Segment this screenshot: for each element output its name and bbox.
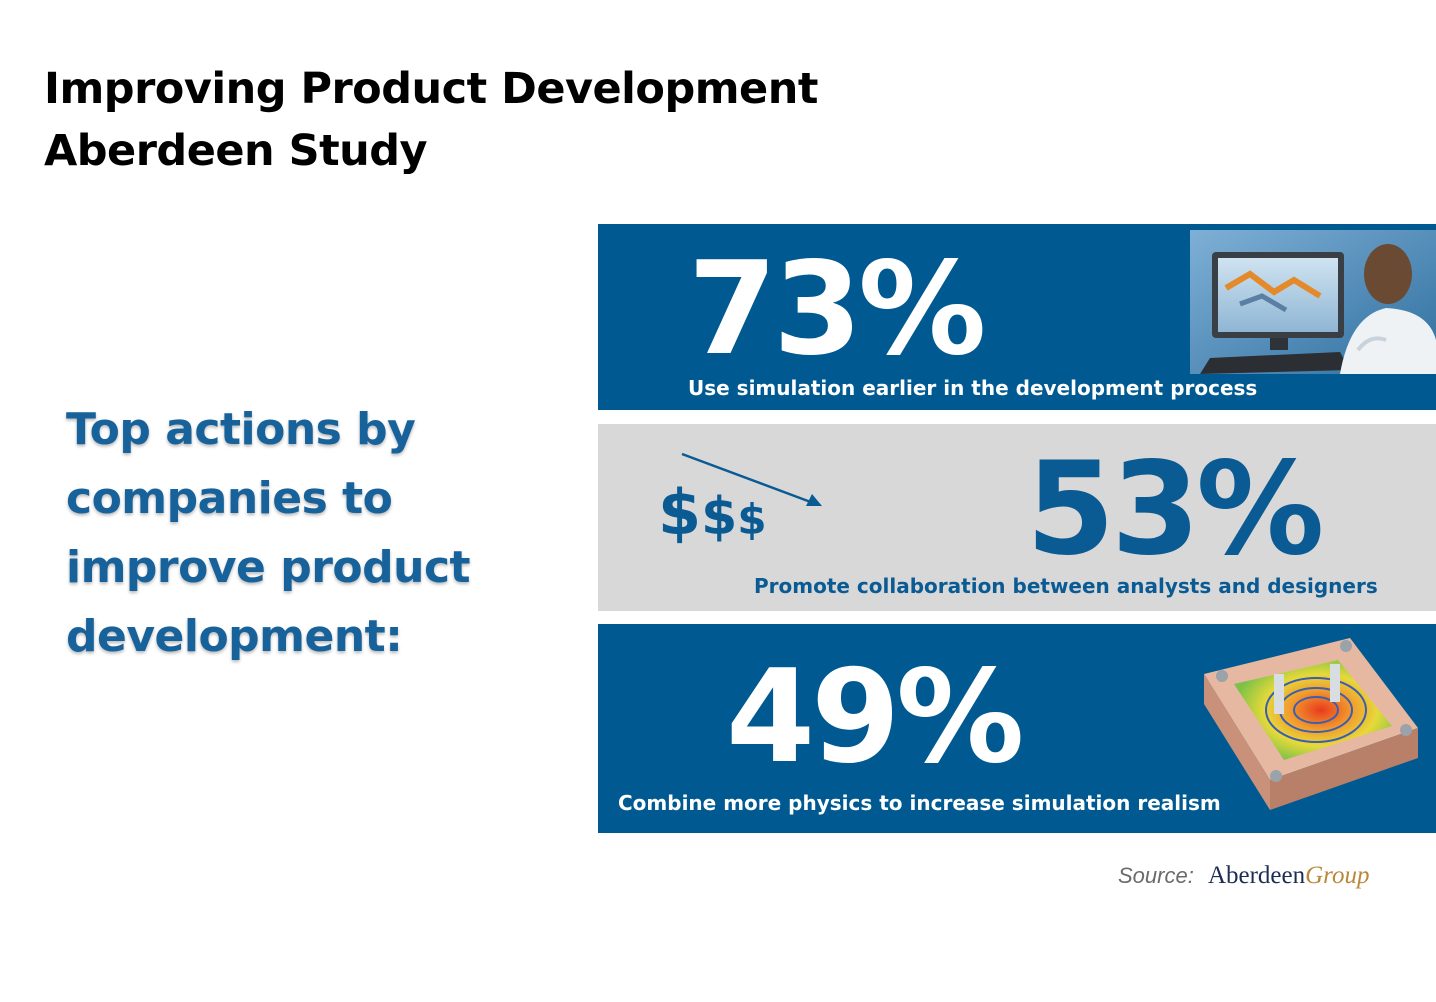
- stat-caption: Promote collaboration between analysts a…: [754, 574, 1378, 598]
- lead-line: improve product: [66, 542, 471, 593]
- lead-line: companies to: [66, 473, 393, 524]
- svg-text:$$$: $$$: [658, 476, 767, 549]
- aberdeen-group-logo: AberdeenGroup: [1208, 862, 1370, 889]
- stat-caption: Use simulation earlier in the developmen…: [688, 376, 1258, 400]
- decreasing-cost-icon: $$$: [658, 452, 822, 549]
- source-credit: Source: AberdeenGroup: [1118, 862, 1369, 890]
- lead-text: Top actions by companies to improve prod…: [66, 395, 526, 671]
- stat-panel-multiphysics: 49% Combine more physics to increase sim…: [598, 624, 1436, 833]
- engineer-at-computer-photo: [1190, 230, 1436, 374]
- stat-panel-collaboration: $$$ 53% Promote collaboration between an…: [598, 424, 1436, 611]
- lead-line: development:: [66, 611, 403, 662]
- stat-panel-simulation-earlier: 73% Use simulation earlier in the develo…: [598, 224, 1436, 410]
- brand-accent: Group: [1305, 862, 1370, 889]
- page-title: Improving Product Development Aberdeen S…: [44, 58, 818, 182]
- title-line-1: Improving Product Development: [44, 64, 818, 114]
- title-line-2: Aberdeen Study: [44, 126, 428, 176]
- lead-line: Top actions by: [66, 404, 416, 455]
- stat-caption: Combine more physics to increase simulat…: [618, 791, 1221, 815]
- brand-main: Aberdeen: [1207, 862, 1306, 889]
- stat-value: 53%: [1026, 435, 1324, 584]
- stat-value: 49%: [726, 643, 1024, 792]
- simulation-plate-render: [1204, 638, 1418, 810]
- source-label: Source:: [1118, 863, 1194, 888]
- stat-value: 73%: [688, 235, 986, 384]
